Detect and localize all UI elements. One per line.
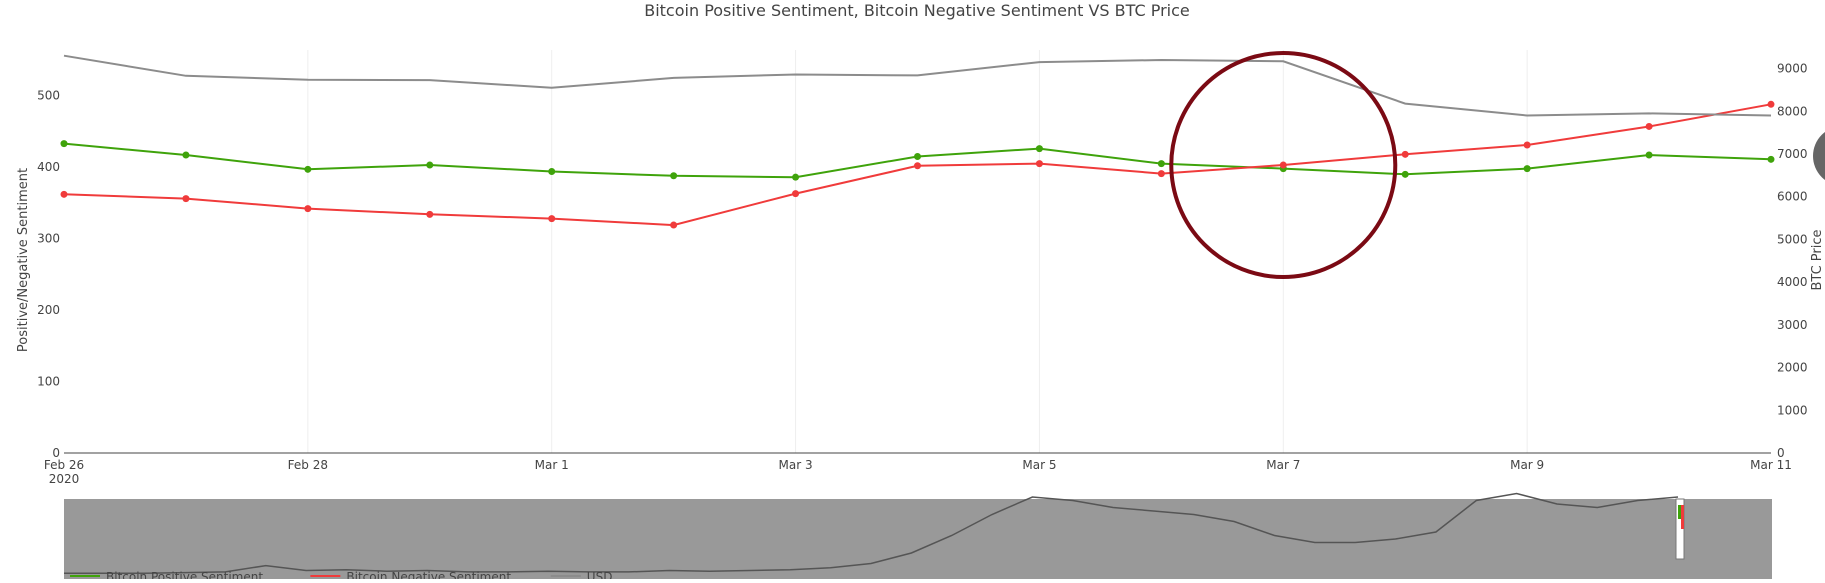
y-tick-label-left: 100 xyxy=(37,375,60,389)
data-point xyxy=(914,162,921,170)
y-tick-label-right: 4000 xyxy=(1777,275,1808,289)
data-point xyxy=(548,215,556,223)
data-point xyxy=(60,190,68,198)
y-tick-label-left: 500 xyxy=(37,89,60,103)
y-tick-label-right: 1000 xyxy=(1777,403,1808,417)
x-tick-label: Feb 28 xyxy=(288,458,328,472)
x-tick-label: Mar 9 xyxy=(1510,458,1544,472)
data-point xyxy=(60,140,68,148)
data-point xyxy=(1279,161,1287,169)
y-tick-label-left: 400 xyxy=(37,160,60,174)
series-line-bitcoin-positive-sentiment xyxy=(63,142,1772,179)
data-point xyxy=(426,210,434,218)
legend-label: Bitcoin Positive Sentiment xyxy=(106,570,263,579)
data-point xyxy=(1035,145,1043,153)
data-point xyxy=(1157,170,1165,178)
x-tick-label: Mar 3 xyxy=(779,458,813,472)
rangeslider-history-line xyxy=(64,492,1679,575)
data-point xyxy=(1645,122,1653,130)
rangeslider-series-mark xyxy=(1678,505,1681,519)
side-button xyxy=(1813,132,1825,180)
data-point xyxy=(1767,155,1775,163)
x-tick-label: Mar 7 xyxy=(1266,458,1300,472)
y-tick-label-right: 3000 xyxy=(1777,318,1808,332)
data-point xyxy=(1767,100,1775,108)
data-point xyxy=(1645,151,1653,159)
y-tick-label-right: 9000 xyxy=(1777,62,1808,76)
y-tick-label-right: 0 xyxy=(1777,446,1785,460)
y-tick-label-left: 200 xyxy=(37,303,60,317)
data-point xyxy=(548,167,556,175)
data-point xyxy=(1523,141,1531,149)
data-point xyxy=(792,190,800,198)
y-tick-label-right: 5000 xyxy=(1777,232,1808,246)
data-point xyxy=(182,195,190,203)
annotation-circle xyxy=(1169,51,1398,279)
x-tick-sublabel: 2020 xyxy=(49,472,80,486)
data-point xyxy=(304,205,312,213)
y-tick-label-right: 8000 xyxy=(1777,104,1808,118)
data-point xyxy=(182,151,190,159)
data-point xyxy=(1035,160,1043,168)
data-point xyxy=(1401,150,1409,158)
y-tick-label-left: 0 xyxy=(52,446,60,460)
chart-title: Bitcoin Positive Sentiment, Bitcoin Nega… xyxy=(644,1,1190,20)
data-point xyxy=(670,221,678,229)
x-tick-label: Feb 26 xyxy=(44,458,84,472)
y-tick-label-right: 7000 xyxy=(1777,147,1808,161)
x-tick-label: Mar 5 xyxy=(1022,458,1056,472)
data-point xyxy=(914,152,921,160)
data-point xyxy=(1523,165,1531,173)
rangeslider-background xyxy=(64,499,1772,579)
data-point xyxy=(304,165,312,173)
data-point xyxy=(670,172,678,180)
y-tick-label-right: 2000 xyxy=(1777,361,1808,375)
series-line-usd xyxy=(63,54,1772,117)
y-tick-label-right: 6000 xyxy=(1777,190,1808,204)
data-point xyxy=(792,173,800,181)
data-point xyxy=(1401,170,1409,178)
x-tick-label: Mar 1 xyxy=(535,458,569,472)
y-tick-label-left: 300 xyxy=(37,232,60,246)
data-point xyxy=(426,161,434,169)
x-tick-label: Mar 11 xyxy=(1750,458,1792,472)
data-point xyxy=(1157,160,1165,168)
legend-label: USD xyxy=(587,570,613,579)
legend-label: Bitcoin Negative Sentiment xyxy=(346,570,511,579)
rangeslider-series-mark xyxy=(1681,505,1684,529)
y-axis-label-right: BTC Price xyxy=(1810,229,1825,290)
y-axis-label-left: Positive/Negative Sentiment xyxy=(16,168,31,352)
